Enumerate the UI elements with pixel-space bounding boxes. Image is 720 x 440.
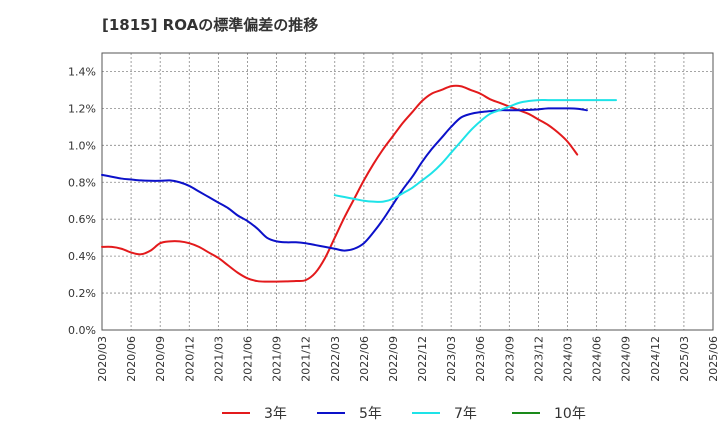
x-tick-label: 2022/03 <box>329 336 342 382</box>
legend-label: 3年 <box>264 406 287 422</box>
x-tick-label: 2025/03 <box>678 336 691 382</box>
x-tick-label: 2024/12 <box>649 336 662 382</box>
plot-frame <box>101 52 714 331</box>
x-tick-label: 2023/03 <box>445 336 458 382</box>
x-tick-label: 2020/03 <box>96 336 109 382</box>
x-tick-label: 2021/09 <box>271 336 284 382</box>
x-tick-label: 2021/03 <box>212 336 225 382</box>
x-tick-label: 2020/09 <box>154 336 167 382</box>
y-tick-label: 0.8% <box>68 176 96 189</box>
y-tick-label: 0.4% <box>68 250 96 263</box>
series-line-0 <box>101 84 579 283</box>
legend-item-3: 10年 <box>512 406 586 422</box>
y-tick-label: 0.0% <box>68 324 96 337</box>
y-tick-label: 1.4% <box>68 65 96 78</box>
y-tick-label: 1.2% <box>68 102 96 115</box>
y-axis: 0.0% 0.2% 0.4% 0.6% 0.8% 1.0% 1.2% 1.4% <box>68 65 96 337</box>
series-line-1 <box>101 107 588 252</box>
x-tick-label: 2024/09 <box>620 336 633 382</box>
x-tick-label: 2022/12 <box>416 336 429 382</box>
series-line-2 <box>333 99 618 203</box>
chart-title: [1815] ROAの標準偏差の推移 <box>102 16 318 34</box>
x-tick-label: 2024/06 <box>591 336 604 382</box>
x-tick-label: 2023/09 <box>503 336 516 382</box>
x-tick-label: 2021/06 <box>241 336 254 382</box>
legend-label: 5年 <box>359 406 382 422</box>
x-tick-label: 2022/09 <box>387 336 400 382</box>
legend-item-1: 5年 <box>317 406 382 422</box>
x-tick-label: 2024/03 <box>562 336 575 382</box>
legend-label: 10年 <box>554 406 586 422</box>
x-axis: 2020/03 2020/06 2020/09 2020/12 2021/03 2021/… <box>96 336 720 382</box>
x-tick-label: 2023/06 <box>474 336 487 382</box>
x-tick-label: 2020/06 <box>125 336 138 382</box>
y-tick-label: 0.2% <box>68 287 96 300</box>
series-lines <box>101 84 618 283</box>
x-tick-label: 2025/06 <box>707 336 720 382</box>
x-tick-label: 2022/06 <box>358 336 371 382</box>
x-tick-label: 2023/12 <box>532 336 545 382</box>
legend-item-2: 7年 <box>412 406 477 422</box>
legend-item-0: 3年 <box>222 406 287 422</box>
legend-label: 7年 <box>454 406 477 422</box>
x-tick-label: 2020/12 <box>183 336 196 382</box>
x-tick-label: 2021/12 <box>300 336 313 382</box>
y-tick-label: 0.6% <box>68 213 96 226</box>
y-tick-label: 1.0% <box>68 139 96 152</box>
legend: 3年 5年 7年 10年 <box>222 406 586 422</box>
